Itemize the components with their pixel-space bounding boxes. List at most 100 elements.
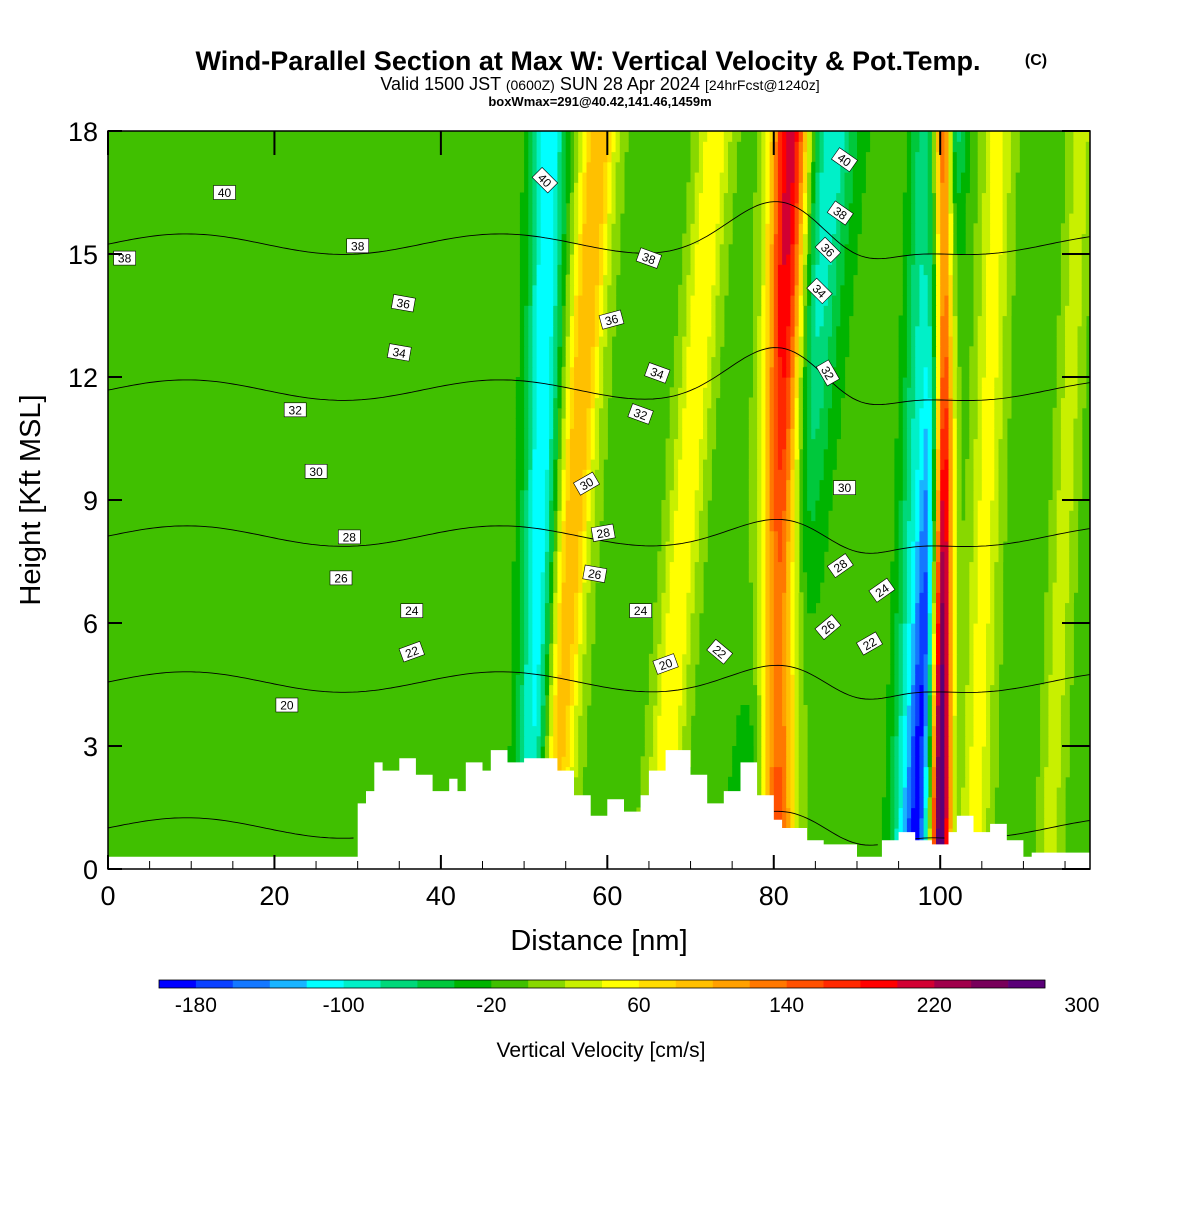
- velocity-cell: [981, 397, 995, 409]
- velocity-cell: [936, 295, 941, 306]
- velocity-cell: [1069, 274, 1083, 286]
- colorbar-swatch: [491, 980, 529, 988]
- velocity-cell: [973, 530, 979, 542]
- velocity-cell: [528, 397, 534, 409]
- velocity-cell: [565, 366, 571, 378]
- velocity-cell: [786, 817, 791, 829]
- velocity-cell: [532, 489, 546, 501]
- velocity-cell: [569, 254, 575, 265]
- velocity-cell: [532, 653, 542, 665]
- velocity-cell: [948, 489, 954, 501]
- velocity-cell: [549, 418, 554, 429]
- velocity-cell: [911, 705, 916, 716]
- velocity-cell: [794, 141, 800, 153]
- velocity-cell: [990, 797, 995, 809]
- velocity-cell: [549, 551, 554, 563]
- velocity-cell: [948, 612, 954, 624]
- velocity-cell: [615, 141, 621, 153]
- velocity-cell: [956, 387, 962, 399]
- velocity-cell: [682, 233, 692, 245]
- velocity-cell: [794, 346, 800, 358]
- velocity-cell: [1010, 172, 1016, 183]
- velocity-cell: [898, 674, 904, 686]
- theta-label: 24: [868, 577, 896, 603]
- velocity-cell: [686, 633, 692, 645]
- velocity-cell: [565, 438, 571, 450]
- velocity-cell: [1048, 571, 1058, 583]
- velocity-cell: [931, 612, 937, 624]
- velocity-cell: [794, 336, 800, 347]
- velocity-cell: [553, 213, 558, 224]
- velocity-cell: [524, 489, 529, 501]
- velocity-cell: [519, 643, 525, 655]
- colorbar-tick-label: 300: [1064, 994, 1099, 1017]
- velocity-cell: [802, 489, 808, 501]
- velocity-cell: [1060, 694, 1070, 706]
- velocity-cell: [578, 305, 596, 317]
- velocity-cell: [665, 612, 687, 624]
- velocity-cell: [802, 459, 808, 470]
- velocity-cell: [969, 571, 979, 583]
- velocity-cell: [894, 797, 900, 809]
- velocity-cell: [911, 551, 916, 563]
- velocity-cell: [549, 582, 554, 593]
- velocity-cell: [948, 776, 954, 788]
- velocity-cell: [723, 192, 733, 204]
- velocity-cell: [1060, 438, 1074, 450]
- velocity-cell: [669, 397, 679, 409]
- velocity-cell: [832, 233, 841, 245]
- velocity-cell: [561, 530, 567, 542]
- velocity-cell: [931, 172, 937, 183]
- velocity-cell: [786, 469, 791, 481]
- velocity-cell: [532, 274, 538, 286]
- velocity-cell: [532, 254, 538, 265]
- velocity-cell: [736, 735, 754, 747]
- velocity-cell: [944, 561, 950, 573]
- velocity-cell: [994, 448, 1000, 460]
- velocity-cell: [923, 694, 929, 706]
- velocity-cell: [940, 418, 945, 429]
- velocity-cell: [902, 520, 908, 532]
- velocity-cell: [786, 131, 796, 142]
- velocity-cell: [653, 705, 662, 716]
- velocity-cell: [1002, 172, 1012, 183]
- velocity-cell: [919, 623, 929, 634]
- velocity-cell: [557, 643, 563, 655]
- velocity-cell: [1056, 315, 1066, 327]
- velocity-cell: [769, 438, 775, 450]
- velocity-cell: [906, 807, 912, 819]
- velocity-cell: [603, 172, 608, 183]
- velocity-cell: [798, 264, 804, 276]
- velocity-cell: [777, 459, 783, 470]
- velocity-cell: [753, 274, 762, 286]
- velocity-cell: [811, 397, 825, 409]
- velocity-cell: [765, 787, 771, 798]
- velocity-cell: [940, 623, 945, 634]
- velocity-cell: [931, 161, 937, 173]
- velocity-cell: [773, 530, 779, 542]
- velocity-cell: [940, 746, 945, 757]
- velocity-cell: [1069, 284, 1083, 296]
- velocity-cell: [990, 746, 999, 757]
- velocity-cell: [611, 254, 621, 265]
- velocity-cell: [1052, 407, 1062, 419]
- velocity-cell: [723, 202, 733, 214]
- velocity-cell: [524, 418, 529, 429]
- velocity-cell: [586, 438, 592, 450]
- velocity-cell: [574, 151, 579, 163]
- velocity-cell: [603, 161, 608, 173]
- velocity-cell: [777, 274, 791, 286]
- velocity-cell: [524, 346, 529, 358]
- velocity-cell: [802, 243, 808, 255]
- velocity-cell: [973, 623, 987, 634]
- velocity-cell: [931, 674, 937, 686]
- velocity-cell: [911, 602, 916, 614]
- velocity-cell: [569, 653, 575, 665]
- velocity-cell: [765, 233, 771, 245]
- velocity-cell: [528, 223, 534, 235]
- theta-label-box: [814, 614, 842, 640]
- velocity-cell: [927, 807, 933, 819]
- velocity-cell: [952, 448, 958, 460]
- colorbar-swatch: [749, 980, 787, 988]
